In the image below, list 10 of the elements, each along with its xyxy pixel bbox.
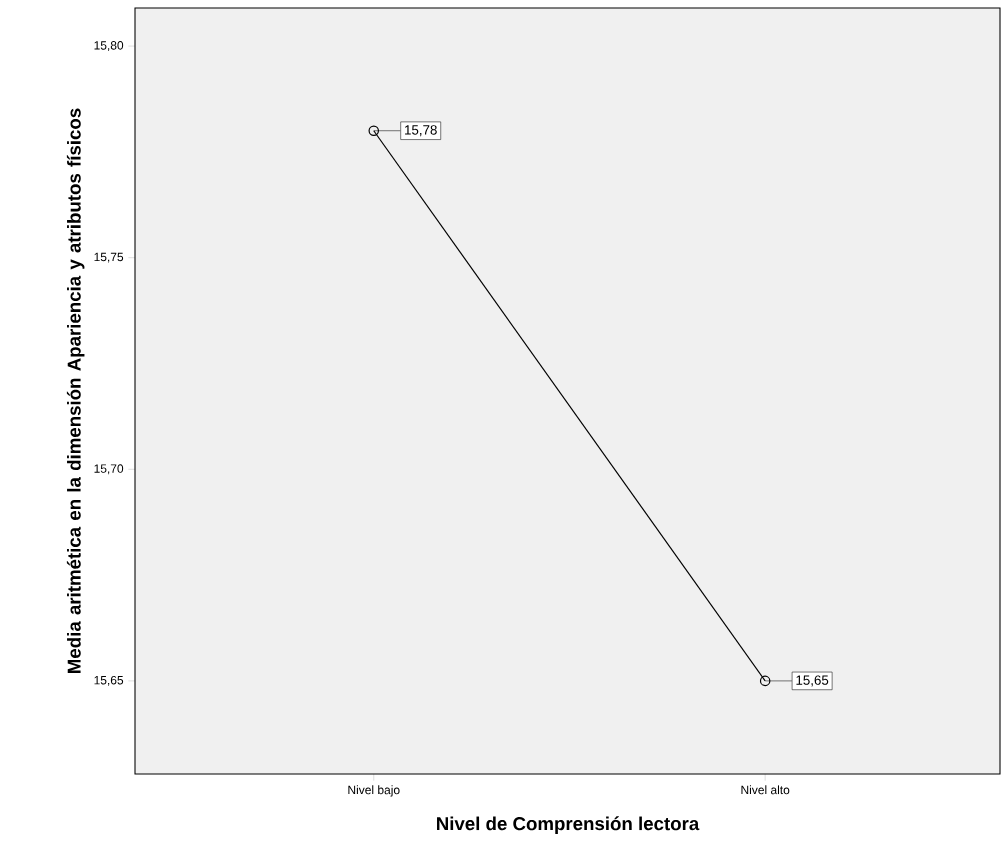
data-label: 15,78 <box>405 125 437 137</box>
x-tick-label: Nivel alto <box>741 785 790 795</box>
y-tick-label: 15,70 <box>94 464 124 475</box>
y-tick-label: 15,80 <box>94 41 124 52</box>
data-label: 15,65 <box>796 675 829 687</box>
y-tick-label: 15,75 <box>94 252 124 263</box>
y-tick-label: 15,65 <box>94 675 124 686</box>
x-axis-title: Nivel de Comprensión lectora <box>437 816 700 834</box>
x-tick-label: Nivel bajo <box>348 785 400 797</box>
y-axis-title: Media aritmética en la dimensión Apariencia y atributos físicos <box>66 108 85 673</box>
